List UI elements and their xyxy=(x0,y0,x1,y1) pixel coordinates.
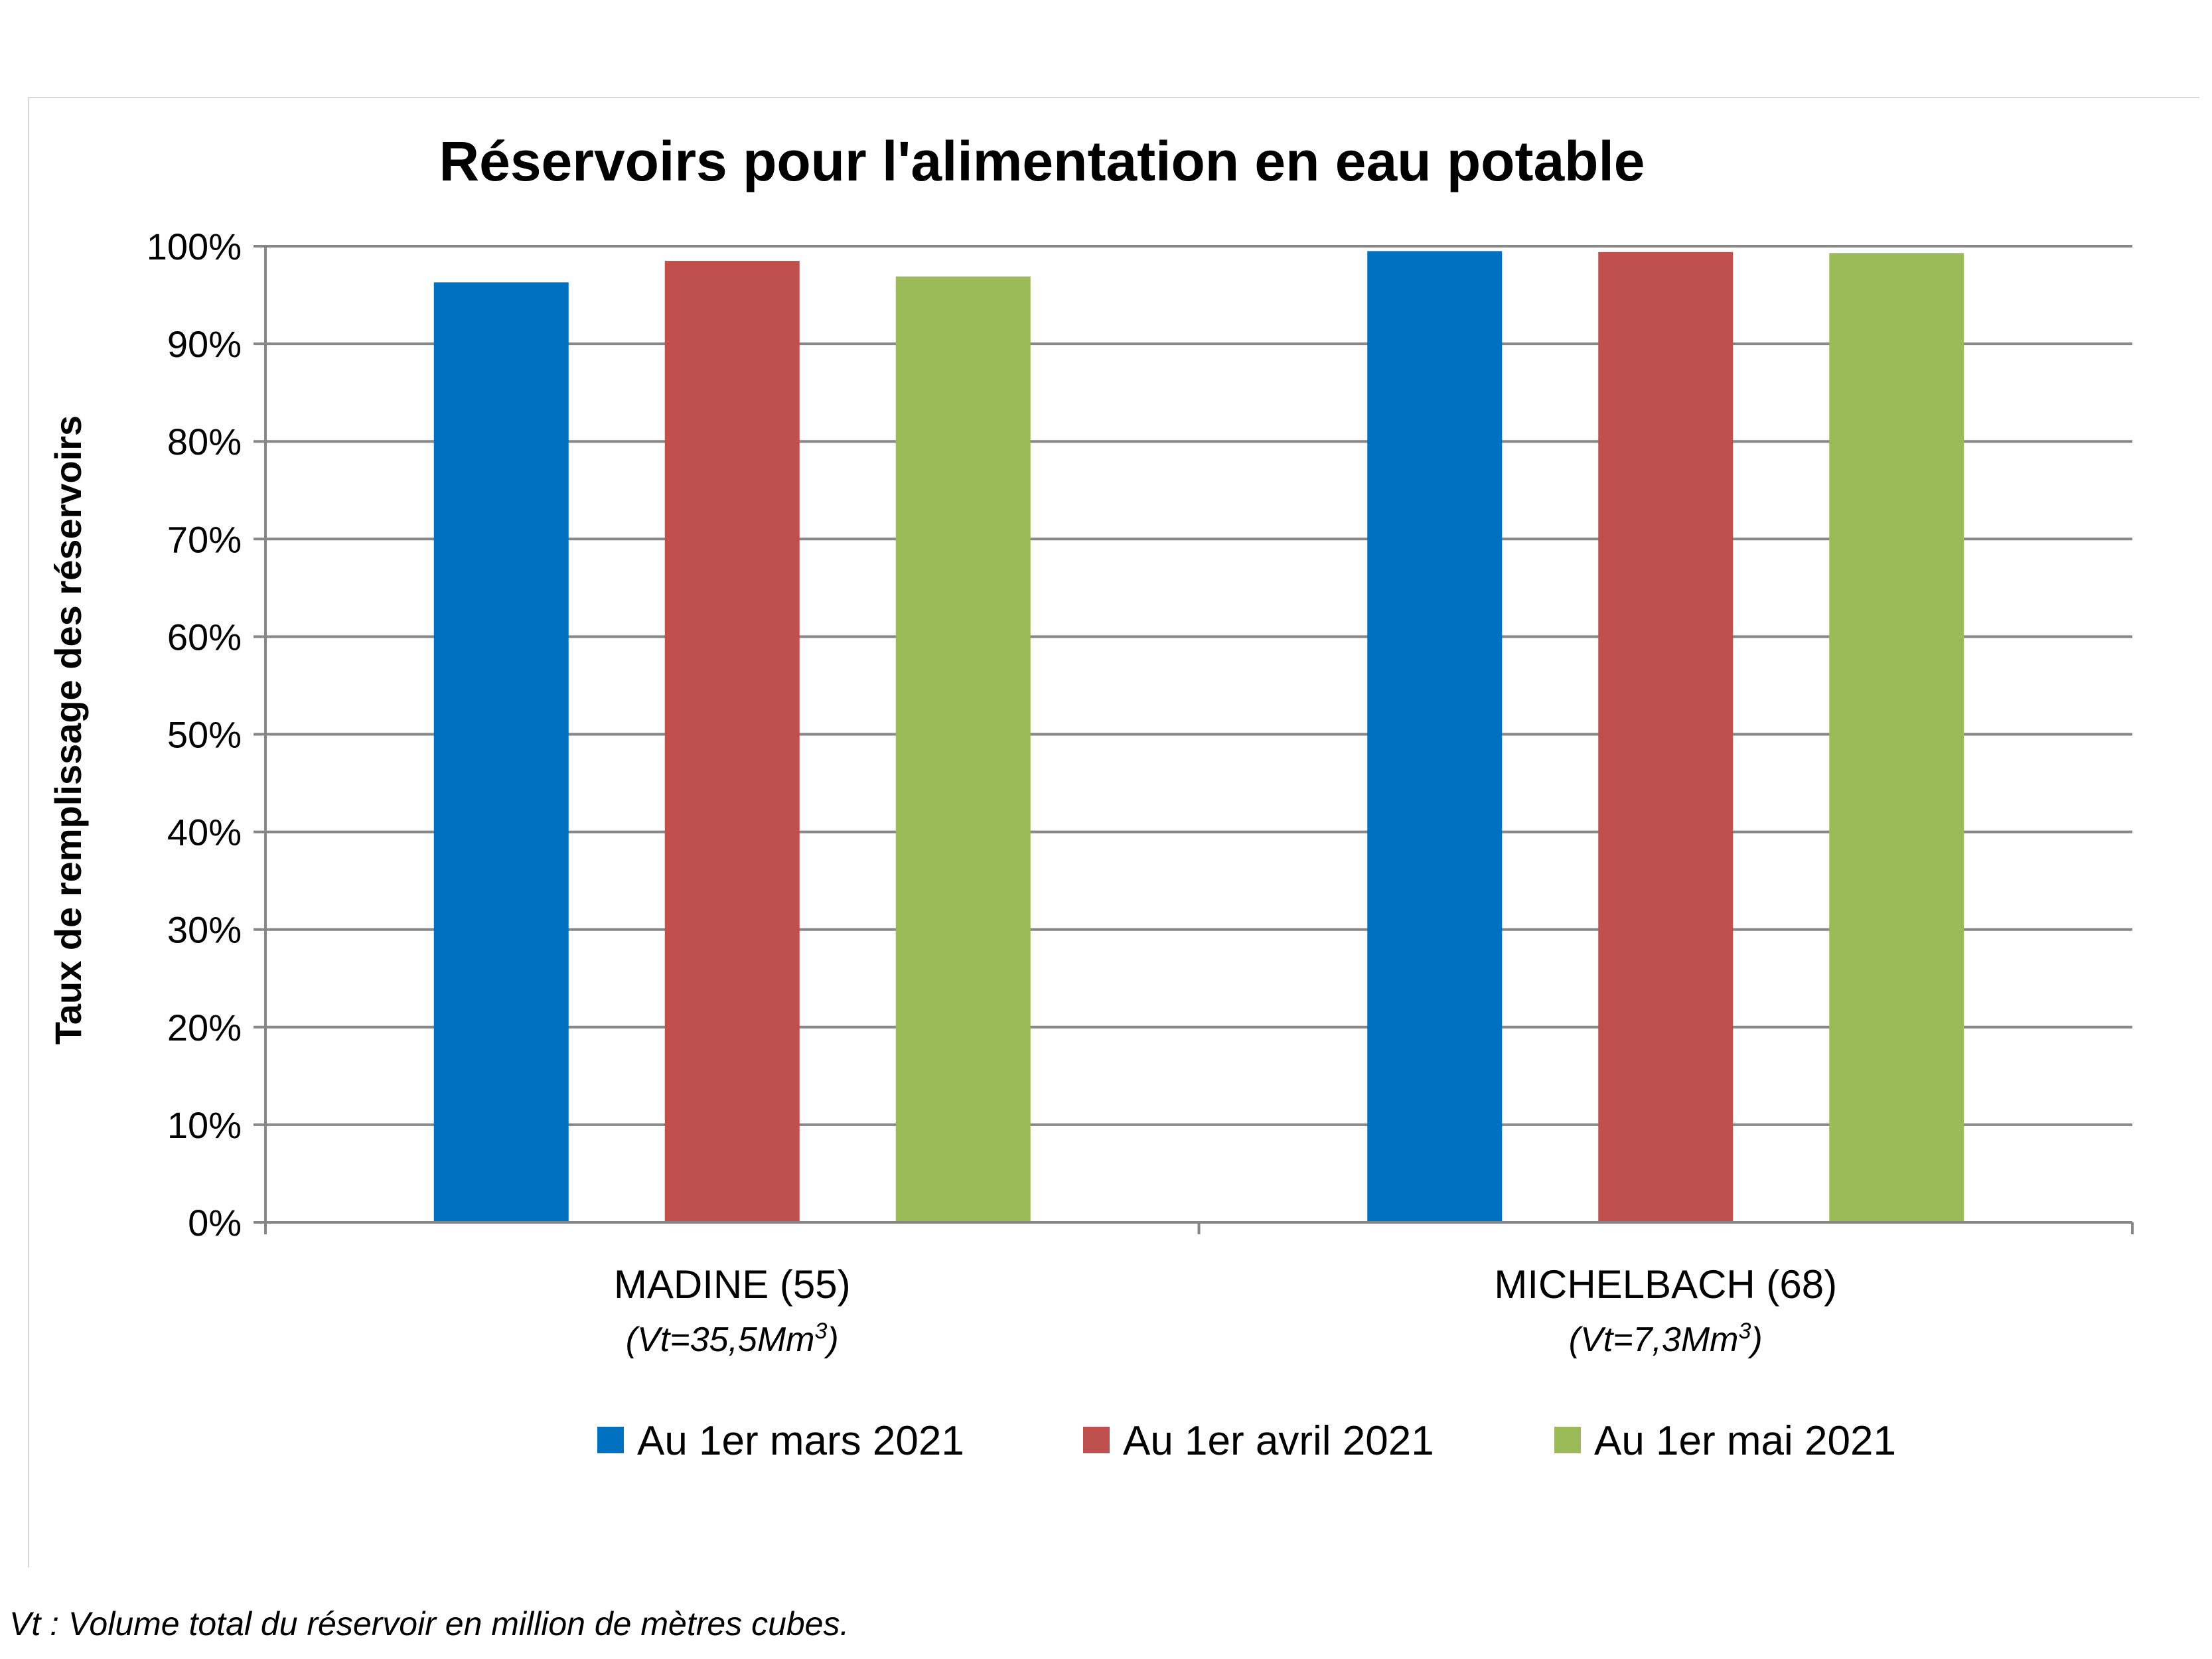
legend-swatch xyxy=(597,1427,624,1453)
y-tick-label: 70% xyxy=(167,518,242,560)
bars xyxy=(433,251,1964,1223)
x-category-sublabel: (Vt=35,5Mm3) xyxy=(626,1319,839,1359)
chart-frame xyxy=(28,97,2199,1567)
legend-label: Au 1er mars 2021 xyxy=(637,1418,964,1464)
y-tick-labels: 0% 10% 20% 30% 40% 50% 60% 70% 80% 90% 100% xyxy=(147,226,242,1244)
y-tick-label: 60% xyxy=(167,616,242,658)
legend-label: Au 1er avril 2021 xyxy=(1123,1418,1434,1464)
chart-title: Réservoirs pour l'alimentation en eau po… xyxy=(439,130,1645,192)
gridlines xyxy=(265,245,2132,1126)
x-category-sublabel: (Vt=7,3Mm3) xyxy=(1569,1319,1763,1359)
y-tick-label: 80% xyxy=(167,421,242,463)
x-category-label: MADINE (55) xyxy=(614,1262,851,1307)
bar-2-1 xyxy=(1367,251,1503,1223)
x-category-label: MICHELBACH (68) xyxy=(1494,1262,1837,1307)
y-tick-label: 30% xyxy=(167,909,242,951)
axes xyxy=(254,245,2134,1234)
y-axis-label: Taux de remplissage des réservoirs xyxy=(47,415,89,1045)
bar-2-3 xyxy=(1829,253,1964,1222)
y-tick-label: 20% xyxy=(167,1007,242,1048)
y-tick-label: 50% xyxy=(167,714,242,756)
bar-1-2 xyxy=(664,261,800,1223)
bar-1-3 xyxy=(895,276,1031,1222)
bar-1-1 xyxy=(433,282,569,1222)
legend-label: Au 1er mai 2021 xyxy=(1594,1418,1896,1464)
bar-chart: Réservoirs pour l'alimentation en eau po… xyxy=(47,130,2134,1464)
y-tick-label: 90% xyxy=(167,323,242,365)
legend-swatch xyxy=(1083,1427,1110,1453)
bar-2-2 xyxy=(1598,252,1733,1223)
footnote: Vt : Volume total du réservoir en millio… xyxy=(9,1605,849,1642)
x-category-labels: MADINE (55) (Vt=35,5Mm3) MICHELBACH (68) (V… xyxy=(614,1262,1837,1359)
y-tick-label: 0% xyxy=(188,1202,242,1244)
y-tick-label: 10% xyxy=(167,1104,242,1146)
y-tick-label: 40% xyxy=(167,812,242,853)
legend: Au 1er mars 2021 Au 1er avril 2021 Au 1er … xyxy=(597,1418,1896,1464)
legend-swatch xyxy=(1554,1427,1581,1453)
y-tick-label: 100% xyxy=(147,226,242,267)
